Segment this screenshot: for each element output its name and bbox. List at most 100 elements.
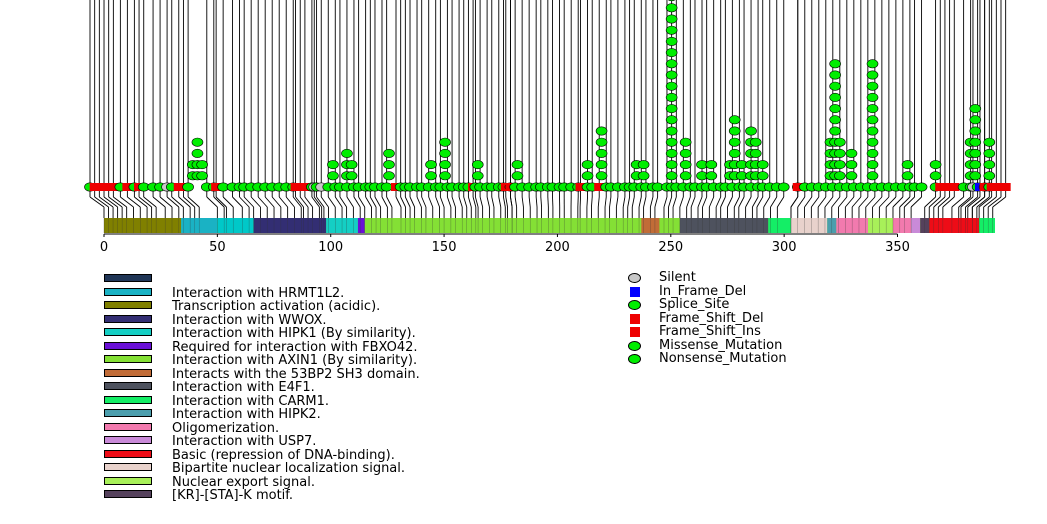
- mutation-dot: [665, 81, 678, 91]
- domain-block: [357, 218, 365, 233]
- connector-line: [458, 196, 463, 208]
- domain-block: [253, 218, 327, 233]
- connector-line: [817, 196, 827, 208]
- connector-line: [232, 196, 243, 208]
- mutation-dot: [866, 137, 879, 147]
- connector-line: [416, 196, 422, 208]
- connector-line: [503, 196, 506, 208]
- x-tick-label: 300: [772, 240, 797, 255]
- mutation-dot: [383, 160, 395, 170]
- mutation-dot: [983, 137, 996, 147]
- mutation-dot: [327, 160, 339, 170]
- connector-line: [903, 196, 915, 208]
- mutation-dot: [679, 137, 692, 147]
- baseline-marker: [575, 183, 586, 191]
- connector-line: [127, 196, 141, 208]
- mutation-dot: [383, 171, 395, 181]
- mutation-dot: [756, 171, 769, 181]
- connector-line: [987, 196, 1002, 208]
- connector-line: [334, 196, 343, 208]
- mutation-legend-symbol: [628, 273, 641, 283]
- mutation-dot: [665, 25, 678, 35]
- mutation-dot: [595, 148, 608, 158]
- domain-legend-swatch: [104, 355, 152, 363]
- mutation-dot: [829, 92, 841, 102]
- connector-line: [257, 196, 268, 208]
- connector-line: [451, 196, 456, 208]
- mutation-dot: [665, 171, 678, 181]
- mutation-dot: [637, 160, 650, 170]
- mutation-dot: [665, 137, 678, 147]
- domain-legend-label: Interaction with WWOX.: [172, 312, 327, 328]
- connector-line: [404, 196, 411, 208]
- x-tick-label: 250: [658, 240, 683, 255]
- connector-line: [872, 196, 883, 208]
- domain-legend-swatch: [104, 368, 152, 377]
- connector-line: [386, 196, 393, 208]
- connector-line: [690, 196, 696, 208]
- domain-block: [659, 218, 680, 233]
- connector-line: [631, 196, 635, 208]
- mutation-markers: [186, 0, 996, 181]
- mutation-legend-symbol: [630, 327, 640, 337]
- domain-legend-label: Nuclear export signal.: [172, 474, 315, 490]
- domain-legend-label: Interaction with HIPK1 (By similarity).: [172, 326, 416, 341]
- mutation-dot: [756, 160, 769, 170]
- mutation-dot: [595, 137, 608, 147]
- mutation-dot: [665, 92, 678, 102]
- connector-line: [358, 196, 366, 208]
- connector-line: [804, 196, 813, 208]
- connector-line: [609, 196, 612, 208]
- mutation-dot: [728, 148, 741, 158]
- domain-legend-label: Bipartite nuclear localization signal.: [172, 461, 406, 476]
- domain-block: [768, 218, 791, 233]
- mutation-dot: [901, 171, 914, 181]
- domain-legend-swatch: [104, 436, 152, 444]
- connector-line: [213, 196, 225, 208]
- connector-line: [715, 196, 722, 208]
- connector-line: [851, 196, 862, 208]
- connector-line: [250, 196, 261, 208]
- connector-line: [243, 196, 254, 208]
- connector-line: [776, 196, 785, 208]
- domain-legend-swatch: [104, 328, 152, 336]
- connector-line: [421, 196, 427, 208]
- mutation-legend-symbol: [630, 286, 640, 297]
- mutation-dot: [728, 115, 741, 125]
- domain-block: [104, 218, 182, 233]
- mutation-dot: [383, 148, 395, 158]
- domain-legend-label: Interaction with AXIN1 (By similarity).: [172, 353, 418, 368]
- mutation-dot: [191, 148, 204, 158]
- connector-line: [374, 196, 381, 208]
- mutation-legend-label: Missense_Mutation: [659, 337, 783, 353]
- connector-line: [439, 196, 445, 208]
- mutation-dot: [665, 70, 678, 80]
- connector-line: [702, 196, 708, 208]
- connector-line: [708, 196, 715, 208]
- connector-line: [187, 196, 200, 208]
- connector-line: [113, 196, 127, 208]
- connector-line: [143, 196, 157, 208]
- connector-line: [745, 196, 752, 208]
- connector-line: [491, 196, 495, 208]
- connector-line: [395, 196, 402, 208]
- mutation-dot: [665, 126, 678, 136]
- mutation-legend-symbol: [628, 340, 641, 351]
- domain-legend-label: Oligomerization.: [172, 420, 280, 436]
- connector-line: [166, 196, 180, 208]
- connector-line: [353, 196, 361, 208]
- baseline-marker: [380, 182, 393, 192]
- baseline-marker: [1000, 183, 1011, 191]
- mutation-dot: [511, 160, 524, 170]
- mutation-dot: [341, 148, 353, 158]
- connector-line: [933, 196, 946, 208]
- mutation-dot: [929, 160, 942, 170]
- mutation-dot: [834, 171, 846, 181]
- domain-legend-label: Interaction with HIPK2.: [172, 407, 321, 422]
- connector-line: [910, 196, 922, 208]
- connector-line: [474, 196, 479, 208]
- mutation-dot: [829, 104, 841, 114]
- connector-line: [271, 196, 282, 208]
- connector-line: [369, 196, 377, 208]
- domain-block: [929, 218, 980, 233]
